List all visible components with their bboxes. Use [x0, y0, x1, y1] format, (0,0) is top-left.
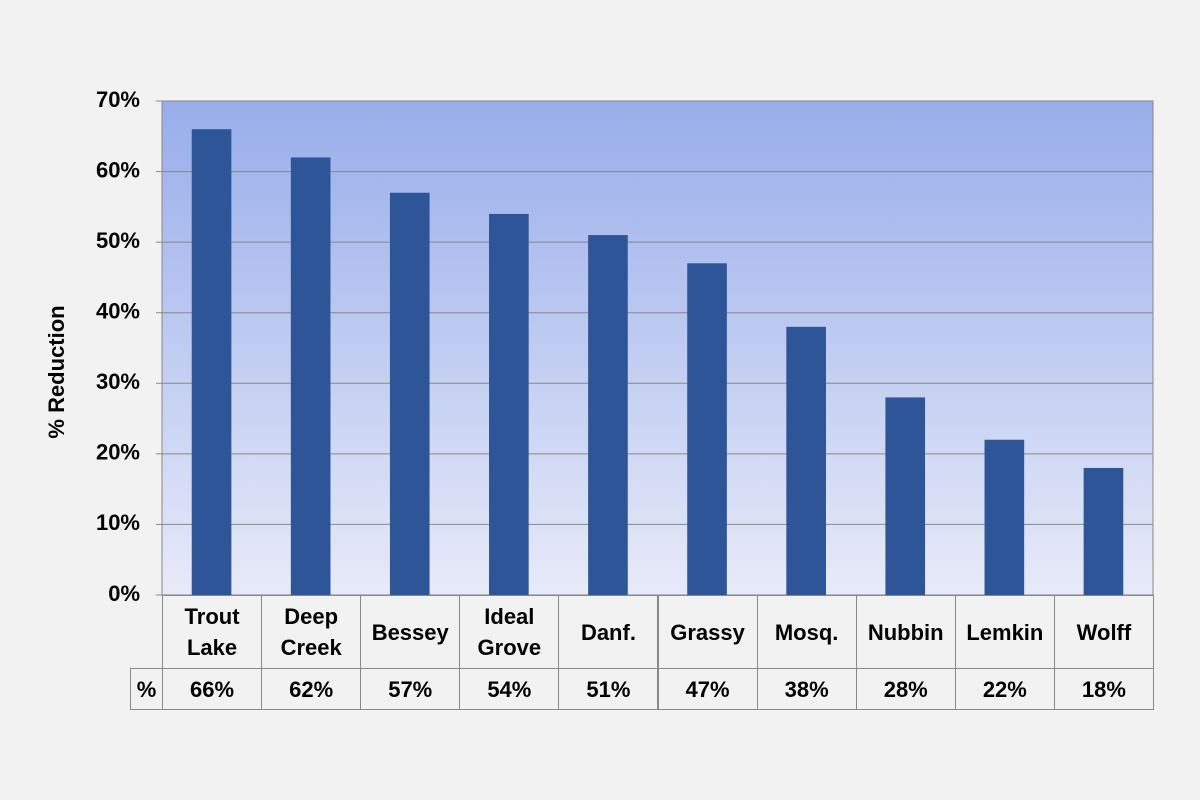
- value-cell: 38%: [756, 668, 857, 710]
- bar: [290, 157, 331, 595]
- table-row-label: %: [130, 668, 163, 710]
- bar: [687, 263, 727, 595]
- y-tick-label: 30%: [96, 369, 140, 394]
- category-cell: Mosq.: [756, 595, 857, 669]
- value-cell: 54%: [459, 668, 560, 710]
- value-cell: 57%: [360, 668, 461, 710]
- y-tick-label: 20%: [96, 440, 140, 465]
- value-cell: 28%: [855, 668, 956, 710]
- y-tick-label: 50%: [96, 228, 140, 253]
- category-cell: Danf.: [558, 595, 659, 669]
- bar: [588, 235, 628, 596]
- bar: [1083, 467, 1124, 595]
- bar: [191, 129, 232, 595]
- y-tick-label: 70%: [96, 87, 140, 112]
- value-cell: 22%: [954, 668, 1055, 710]
- value-cell: 18%: [1053, 668, 1154, 710]
- y-tick-label: 60%: [96, 157, 140, 182]
- category-cell: Nubbin: [855, 595, 956, 669]
- value-cell: 66%: [162, 668, 263, 710]
- category-cell: Bessey: [360, 595, 461, 669]
- y-axis-label: % Reduction: [44, 305, 69, 438]
- bar: [786, 326, 826, 595]
- value-cell: 51%: [558, 668, 659, 710]
- category-cell: Lemkin: [954, 595, 1055, 669]
- bar: [489, 213, 529, 595]
- y-tick-label: 10%: [96, 510, 140, 535]
- bar: [885, 397, 926, 595]
- category-cell: Ideal Grove: [459, 595, 560, 669]
- category-cell: Deep Creek: [261, 595, 362, 669]
- category-cell: Wolff: [1053, 595, 1154, 669]
- value-cell: 47%: [657, 668, 758, 710]
- y-tick-label: 0%: [108, 581, 140, 606]
- bar: [389, 192, 430, 595]
- bar: [984, 439, 1025, 595]
- value-cell: 62%: [261, 668, 362, 710]
- y-tick-label: 40%: [96, 299, 140, 324]
- category-cell: Trout Lake: [162, 595, 263, 669]
- category-cell: Grassy: [657, 595, 758, 669]
